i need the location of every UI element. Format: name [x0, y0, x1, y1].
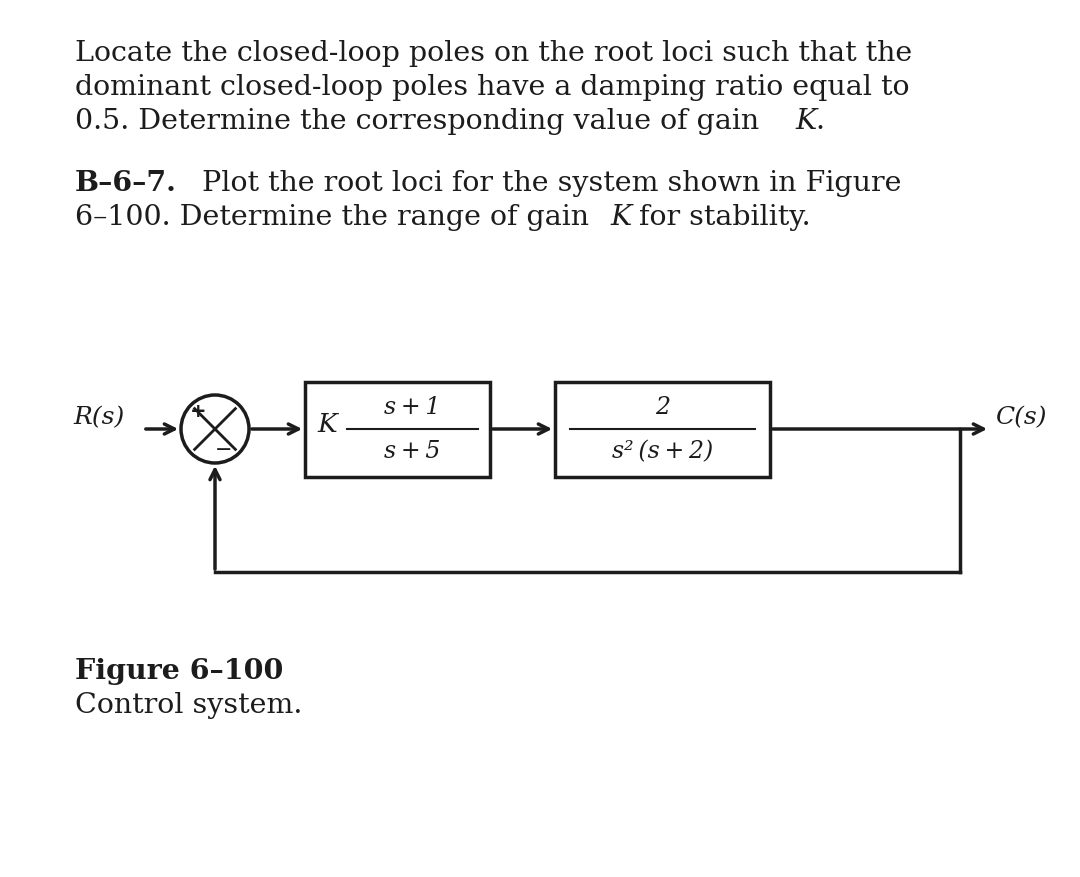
Text: s + 5: s + 5	[384, 440, 441, 463]
Text: .: .	[815, 108, 824, 135]
Text: 0.5. Determine the corresponding value of gain: 0.5. Determine the corresponding value o…	[75, 108, 768, 135]
Text: 6–100. Determine the range of gain: 6–100. Determine the range of gain	[75, 203, 598, 231]
Bar	[555, 382, 770, 477]
Text: dominant closed-loop poles have a damping ratio equal to: dominant closed-loop poles have a dampin…	[75, 74, 909, 101]
Text: K: K	[795, 108, 816, 135]
Text: B–6–7.: B–6–7.	[75, 170, 177, 196]
Text: Plot the root loci for the system shown in Figure: Plot the root loci for the system shown …	[193, 170, 902, 196]
Text: −: −	[215, 440, 232, 460]
Text: Figure 6–100: Figure 6–100	[75, 657, 283, 684]
Bar	[305, 382, 490, 477]
Text: +: +	[190, 402, 206, 420]
Text: Locate the closed-loop poles on the root loci such that the: Locate the closed-loop poles on the root…	[75, 40, 913, 67]
Text: 2: 2	[654, 396, 670, 419]
Text: s + 1: s + 1	[384, 396, 441, 419]
Text: for stability.: for stability.	[630, 203, 811, 231]
Text: R(s): R(s)	[73, 406, 124, 429]
Text: K: K	[318, 412, 337, 437]
Text: K: K	[610, 203, 631, 231]
Text: C(s): C(s)	[995, 406, 1047, 429]
Text: s² (s + 2): s² (s + 2)	[612, 440, 713, 463]
Text: Control system.: Control system.	[75, 691, 302, 718]
